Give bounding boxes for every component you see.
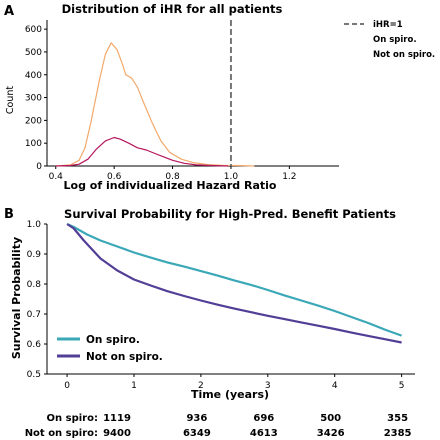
risk-count: 6349 xyxy=(183,428,211,439)
panel-b-x-tick-label: 0 xyxy=(64,381,70,391)
legend-on-spiro-label: On spiro. xyxy=(373,35,417,45)
risk-count: 500 xyxy=(320,413,341,424)
panel-b-y-tick-label: 0.9 xyxy=(27,250,42,260)
panel-a-title: Distribution of iHR for all patients xyxy=(62,2,283,16)
panel-b-legend: On spiro. Not on spiro. xyxy=(57,334,163,363)
panel-a-x-tick-label: 0.6 xyxy=(107,172,122,182)
panel-b-y-tick-label: 0.7 xyxy=(27,310,41,320)
panel-b-y-tick-label: 0.5 xyxy=(27,370,41,380)
panel-a-x-tick-label: 1.2 xyxy=(282,172,296,182)
risk-count: 1119 xyxy=(103,413,131,424)
risk-count: 696 xyxy=(253,413,274,424)
panel-b-title: Survival Probability for High-Pred. Bene… xyxy=(64,207,396,221)
panel-a-y-tick-label: 200 xyxy=(25,116,42,126)
risk-count: 9400 xyxy=(103,428,131,439)
panel-b-y-tick-label: 1.0 xyxy=(27,220,42,230)
panel-a-x-tick-label: 0.4 xyxy=(49,172,64,182)
risk-count: 4613 xyxy=(250,428,278,439)
risk-count: 355 xyxy=(387,413,408,424)
panel-a-ylabel: Count xyxy=(5,86,16,114)
panel-a-y-tick-label: 100 xyxy=(25,139,42,149)
panel-a-letter: A xyxy=(4,4,14,19)
legend-b-on-spiro-label: On spiro. xyxy=(86,334,140,346)
panel-a-legend: iHR=1 On spiro. Not on spiro. xyxy=(344,20,435,60)
panel-a-y-tick-label: 300 xyxy=(25,94,42,104)
panel-b-ylabel: Survival Probability xyxy=(10,237,23,359)
risk-count: 3426 xyxy=(317,428,345,439)
panel-b-y-tick-label: 0.8 xyxy=(27,280,42,290)
panel-b-xlabel: Time (years) xyxy=(191,388,269,401)
panel-a-y-tick-label: 500 xyxy=(25,48,42,58)
survival-on-spiro xyxy=(66,222,402,337)
risk-count: 2385 xyxy=(384,428,412,439)
risk-table: On spiro: 1119 936 696 500 355 Not on spiro: 94… xyxy=(25,413,412,439)
panel-a-y-tick-label: 600 xyxy=(25,25,42,35)
panel-a-x-tick-label: 0.8 xyxy=(165,172,180,182)
legend-not-on-spiro-label: Not on spiro. xyxy=(373,50,435,60)
density-not-on-spiro xyxy=(55,136,229,167)
panel-a-x-tick-label: 1.0 xyxy=(224,172,239,182)
panel-a-plot: 0 100 200 300 400 500 600 0.4 0.6 0.8 1.0 1.2 xyxy=(25,20,339,182)
legend-ihr-label: iHR=1 xyxy=(373,20,403,30)
panel-b-letter: B xyxy=(4,207,14,222)
risk-row-label: On spiro: xyxy=(47,413,98,424)
survival-not-on-spiro xyxy=(66,223,402,344)
risk-row-label: Not on spiro: xyxy=(25,428,98,439)
panel-a-xlabel: Log of individualized Hazard Ratio xyxy=(64,179,277,192)
density-on-spiro xyxy=(55,42,255,167)
panel-b-x-tick-label: 1 xyxy=(131,381,137,391)
panel-b-y-tick-label: 0.6 xyxy=(27,340,42,350)
panel-b-x-tick-label: 5 xyxy=(399,381,405,391)
panel-b-x-tick-label: 2 xyxy=(198,381,204,391)
panel-b-plot: 0.5 0.6 0.7 0.8 0.9 1.0 0 1 2 3 4 5 xyxy=(27,220,415,391)
risk-count: 936 xyxy=(186,413,207,424)
panel-b-x-tick-label: 4 xyxy=(332,381,338,391)
legend-b-not-on-spiro-label: Not on spiro. xyxy=(86,351,163,363)
panel-a-y-tick-label: 400 xyxy=(25,71,42,81)
panel-a-y-tick-label: 0 xyxy=(36,162,42,172)
panel-b-x-tick-label: 3 xyxy=(265,381,271,391)
